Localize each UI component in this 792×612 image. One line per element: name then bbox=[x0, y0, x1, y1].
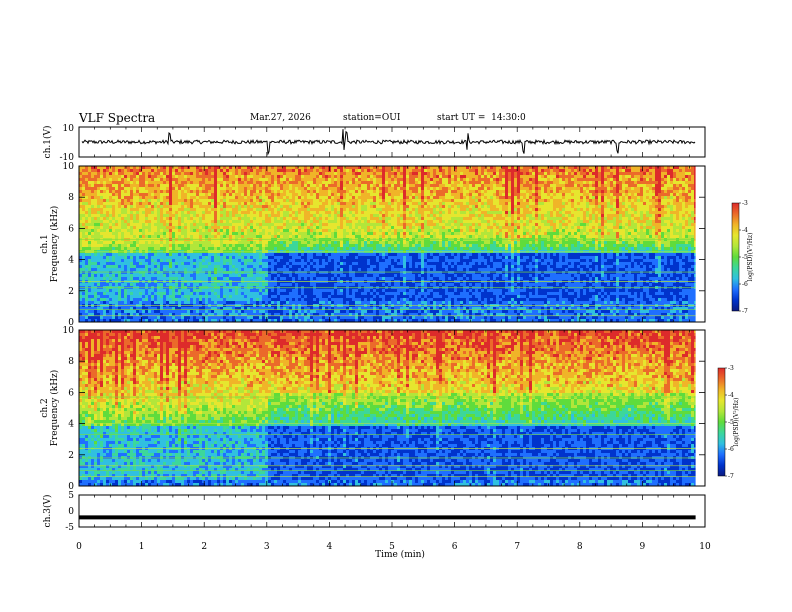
freq-tick-label: 6 bbox=[68, 224, 74, 234]
freq-tick-label: 4 bbox=[68, 420, 74, 430]
colorbar-tick-label: -3 bbox=[742, 200, 748, 207]
ch1-ytick-top: 10 bbox=[63, 124, 75, 134]
ch1-colorbar: -3-4-5-6-7 log(PSD)(V²/Hz) bbox=[732, 200, 754, 315]
ch2-spec-ylabel-ch: ch.2 bbox=[40, 398, 50, 417]
time-tick-label: 2 bbox=[201, 542, 207, 552]
ch2-colorbar: -3-4-5-6-7 log(PSD)(V²/Hz) bbox=[718, 365, 740, 480]
ch3-ytick-neg5: -5 bbox=[65, 523, 74, 533]
time-tick-label: 6 bbox=[452, 542, 458, 552]
ch3-waveform-panel: 5 0 -5 ch.3(V) 0 1 2 3 4 5 6 7 8 9 10 Time (min) bbox=[42, 491, 711, 560]
time-tick-label: 1 bbox=[139, 542, 145, 552]
time-tick-label: 8 bbox=[577, 542, 583, 552]
freq-tick-label: 10 bbox=[63, 326, 75, 336]
freq-tick-label: 4 bbox=[68, 256, 74, 266]
ch1-waveform-ylabel: ch.1(V) bbox=[42, 126, 53, 159]
time-tick-label: 10 bbox=[699, 542, 711, 552]
freq-tick-label: 10 bbox=[63, 162, 75, 172]
time-tick-label: 3 bbox=[264, 542, 270, 552]
time-tick-label: 4 bbox=[327, 542, 333, 552]
freq-tick-label: 8 bbox=[68, 357, 74, 367]
ch2-spec-ylabel-freq: Frequency (kHz) bbox=[49, 370, 60, 447]
ch1-colorbar-label: log(PSD)(V²/Hz) bbox=[747, 233, 754, 282]
colorbar-tick-label: -3 bbox=[728, 365, 734, 372]
time-tick-label: 9 bbox=[640, 542, 646, 552]
colorbar-tick-label: -7 bbox=[742, 308, 748, 315]
freq-tick-label: 2 bbox=[68, 287, 74, 297]
time-tick-label: 0 bbox=[76, 542, 82, 552]
ch1-spec-ylabel-ch: ch.1 bbox=[40, 234, 50, 253]
freq-tick-label: 6 bbox=[68, 388, 74, 398]
ch1-spec-ylabel-freq: Frequency (kHz) bbox=[49, 206, 60, 283]
ch2-colorbar-label: log(PSD)(V²/Hz) bbox=[733, 398, 740, 447]
ch3-ytick-5: 5 bbox=[68, 491, 74, 501]
colorbar-tick-label: -7 bbox=[728, 473, 734, 480]
ch3-ytick-0: 0 bbox=[68, 507, 74, 517]
time-axis-label: Time (min) bbox=[375, 549, 425, 560]
freq-tick-label: 2 bbox=[68, 451, 74, 461]
time-tick-label: 7 bbox=[514, 542, 520, 552]
ch3-waveform-ylabel: ch.3(V) bbox=[42, 495, 53, 528]
ch1-spectrogram-image bbox=[79, 166, 705, 322]
ch2-spectrogram-image bbox=[79, 330, 705, 486]
ch1-waveform-panel: 10 -10 ch.1(V) bbox=[42, 124, 705, 163]
freq-tick-label: 8 bbox=[68, 193, 74, 203]
